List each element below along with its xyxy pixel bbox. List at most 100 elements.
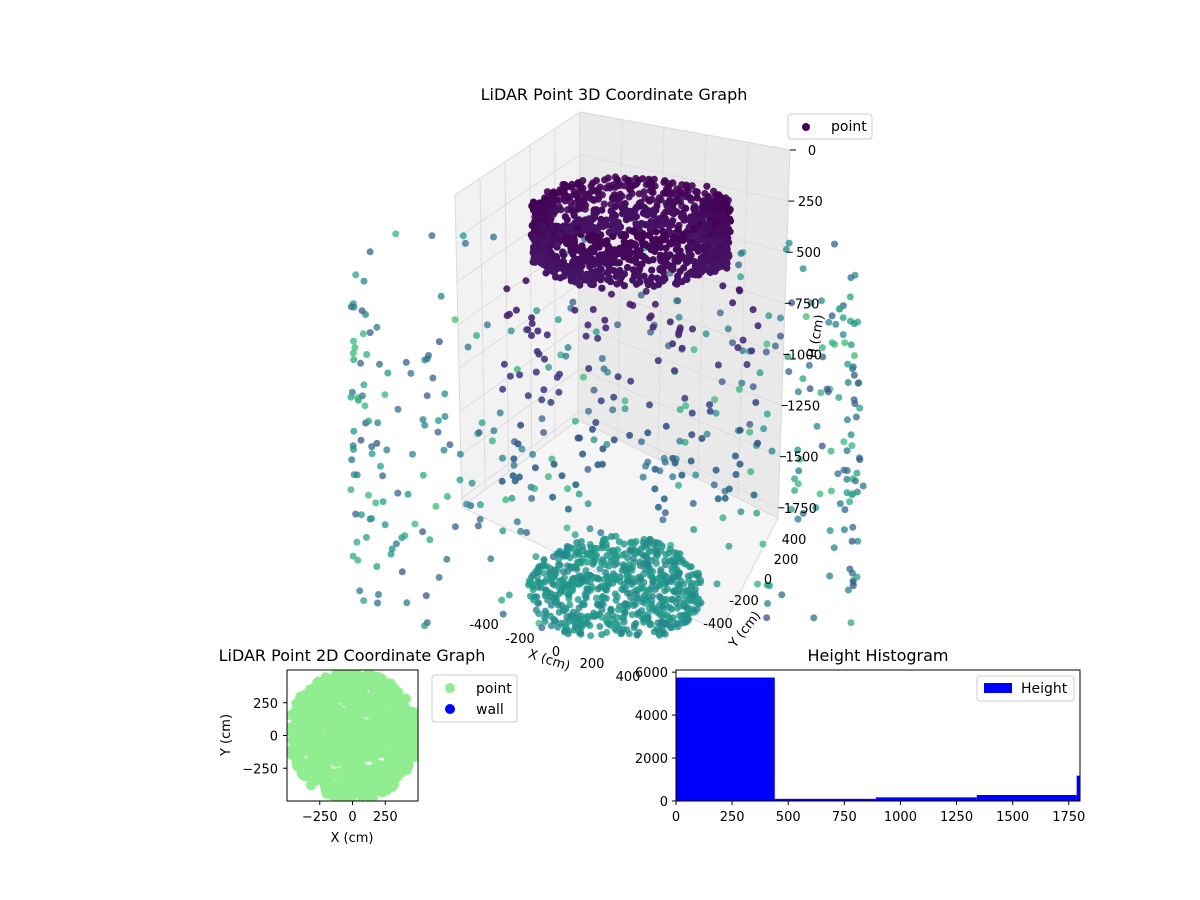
data-point [607,200,615,208]
data-point [725,252,733,260]
data-point [556,589,564,597]
data-point [517,527,525,535]
2d-y-axis-label: Y (cm) [219,714,234,757]
data-point [602,240,610,248]
grid-line [479,178,486,490]
data-point [846,498,854,506]
data-point [592,594,600,602]
data-point [794,515,802,523]
3d-legend-label: point [831,119,867,135]
data-point [405,746,416,757]
data-point [688,431,696,439]
2d-ticks: −250 0 250 250 0 −250 [242,697,397,825]
data-point [669,340,677,348]
data-point [645,257,653,265]
data-point [587,236,595,244]
data-point [596,270,604,278]
data-point [703,430,711,438]
data-point [612,626,620,634]
data-point [476,515,484,523]
z-tick-label: 500 [796,246,821,261]
data-point [725,542,733,550]
data-point [441,390,449,398]
data-point [841,506,849,514]
data-point [600,200,608,208]
data-point [533,307,541,315]
data-point [657,251,665,259]
data-point [528,320,536,327]
grid-line [455,154,581,239]
data-point [794,480,802,488]
data-point [578,575,586,583]
data-point [540,569,548,577]
data-point [846,565,854,573]
data-point [532,240,541,248]
data-point [736,426,744,434]
y-tick-label: 0 [764,573,772,588]
data-point [545,363,553,371]
data-point [765,312,773,320]
data-point [527,592,534,600]
data-point [747,468,755,476]
data-point [350,356,358,364]
data-point [603,552,611,560]
data-point [696,243,704,251]
data-point [549,208,557,216]
data-point [621,174,629,182]
data-point [655,215,664,223]
data-point [287,735,298,746]
data-point [543,331,551,339]
data-point [623,572,631,580]
z-tick-label: 1750 [784,502,817,517]
data-point [301,702,312,713]
data-point [676,197,685,206]
data-point [652,206,660,214]
data-point [373,563,381,570]
data-point [844,360,852,368]
data-point [714,495,722,503]
data-point [854,318,862,326]
data-point [826,572,834,580]
data-point [553,240,561,249]
data-point [583,612,591,620]
y-tick-label: 0 [270,730,278,745]
data-point [839,331,847,339]
data-point [384,689,394,700]
data-point [652,559,660,567]
data-point [676,550,684,558]
data-point [434,428,442,436]
data-point [540,556,548,564]
z-tick-label: 250 [798,195,823,210]
data-point [533,348,541,355]
data-point [359,330,367,338]
data-point [345,716,356,727]
data-point [605,562,613,570]
data-point [853,469,861,477]
data-point [784,353,792,361]
data-point [763,340,771,348]
data-point [540,429,548,436]
data-point [840,438,848,446]
data-point [563,263,572,271]
data-point [646,186,655,194]
data-point [749,383,757,391]
data-point [632,220,640,228]
data-point [632,590,640,598]
data-point [713,580,721,588]
data-point [376,673,387,684]
data-point [578,262,586,270]
data-point [554,623,562,631]
data-point [528,202,536,210]
data-point [373,730,384,741]
data-point [653,608,661,616]
data-point [623,263,632,272]
data-point [598,559,605,567]
data-point [586,226,594,234]
data-point [398,568,406,576]
data-point [856,456,864,464]
data-point [592,552,599,560]
data-point [354,556,362,564]
data-point [716,309,724,317]
data-point [603,259,611,268]
data-point [657,222,665,230]
